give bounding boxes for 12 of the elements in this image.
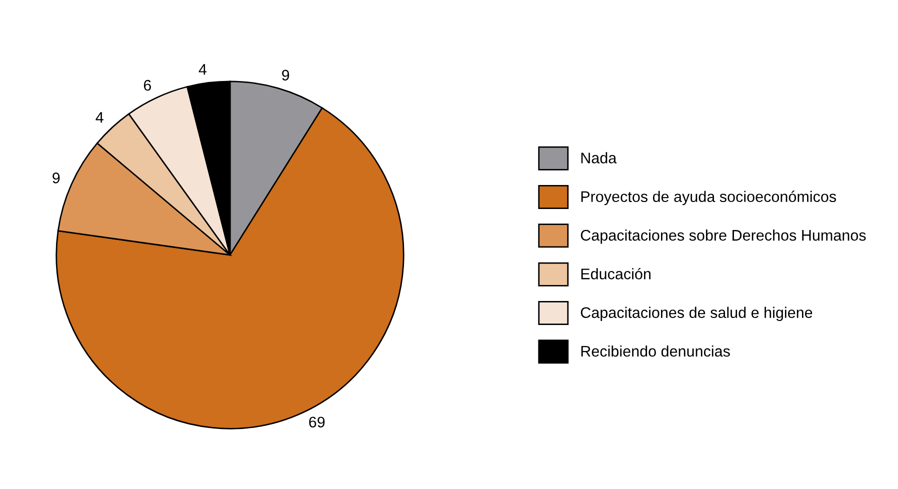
data-label: 4	[198, 64, 206, 75]
legend-label: Educación	[581, 268, 650, 280]
legend-label: Proyectos de ayuda socioeconómicos	[581, 190, 836, 206]
legend-label: Capacitaciones sobre Derechos Humanos	[580, 229, 866, 244]
legend-label: Recibiendo denuncias	[581, 345, 730, 357]
legend-label: Nada	[581, 152, 617, 164]
data-label: 69	[309, 416, 325, 428]
data-label: 9	[52, 172, 60, 184]
data-label: 9	[282, 70, 290, 81]
data-label: 6	[144, 80, 151, 91]
legend-label: Capacitaciones de salud e higiene	[580, 306, 812, 322]
data-label: 4	[96, 112, 104, 123]
